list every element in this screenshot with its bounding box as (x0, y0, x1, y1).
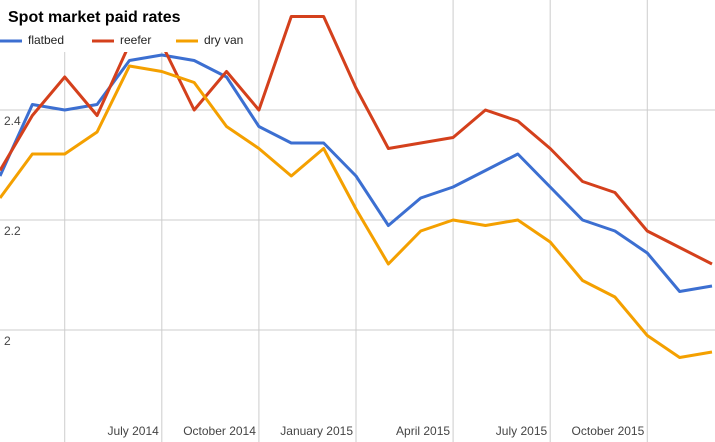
y-tick-label: 2.4 (4, 114, 21, 128)
legend-label: reefer (120, 33, 151, 47)
legend-label: dry van (204, 33, 243, 47)
y-tick-label: 2.2 (4, 224, 21, 238)
series-line (0, 64, 713, 359)
x-tick-label: October 2015 (572, 424, 645, 438)
series-line (0, 53, 713, 293)
lines (0, 15, 713, 359)
x-tick-label: October 2014 (183, 424, 256, 438)
legend-background (0, 0, 250, 52)
chart-title: Spot market paid rates (8, 9, 181, 26)
y-tick-label: 2 (4, 334, 11, 348)
x-tick-label: April 2015 (396, 424, 450, 438)
series-line (0, 15, 713, 266)
legend: flatbed reefer dry van (0, 33, 243, 47)
legend-label: flatbed (28, 33, 64, 47)
x-tick-label: January 2015 (280, 424, 353, 438)
x-tick-label: July 2014 (107, 424, 159, 438)
x-tick-label: July 2015 (496, 424, 548, 438)
